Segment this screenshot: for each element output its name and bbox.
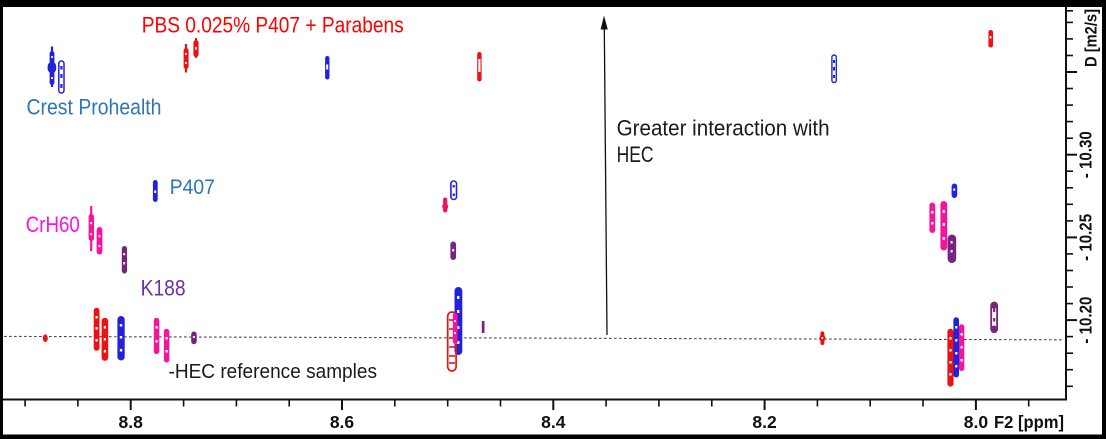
svg-text:PBS 0.025% P407 + Parabens: PBS 0.025% P407 + Parabens [142, 12, 404, 37]
svg-text:K188: K188 [141, 276, 186, 301]
svg-text:F2 [ppm]: F2 [ppm] [994, 412, 1064, 432]
svg-text:D [m2/s]: D [m2/s] [1082, 9, 1101, 67]
svg-text:8.2: 8.2 [752, 412, 777, 432]
svg-text:HEC: HEC [617, 142, 654, 167]
svg-text:-HEC reference samples: -HEC reference samples [169, 360, 378, 383]
svg-text:8.8: 8.8 [119, 412, 144, 432]
svg-text:Crest Prohealth: Crest Prohealth [27, 95, 162, 120]
svg-text:8.4: 8.4 [541, 412, 566, 432]
svg-text:- 10.30: - 10.30 [1076, 131, 1096, 178]
svg-text:CrH60: CrH60 [26, 212, 80, 237]
svg-text:Greater interaction with: Greater interaction with [617, 116, 830, 141]
svg-text:- 10.25: - 10.25 [1076, 214, 1096, 261]
svg-text:8.6: 8.6 [330, 412, 355, 432]
svg-text:P407: P407 [170, 176, 215, 199]
svg-text:- 10.20: - 10.20 [1076, 296, 1096, 343]
svg-text:8.0: 8.0 [964, 412, 989, 432]
